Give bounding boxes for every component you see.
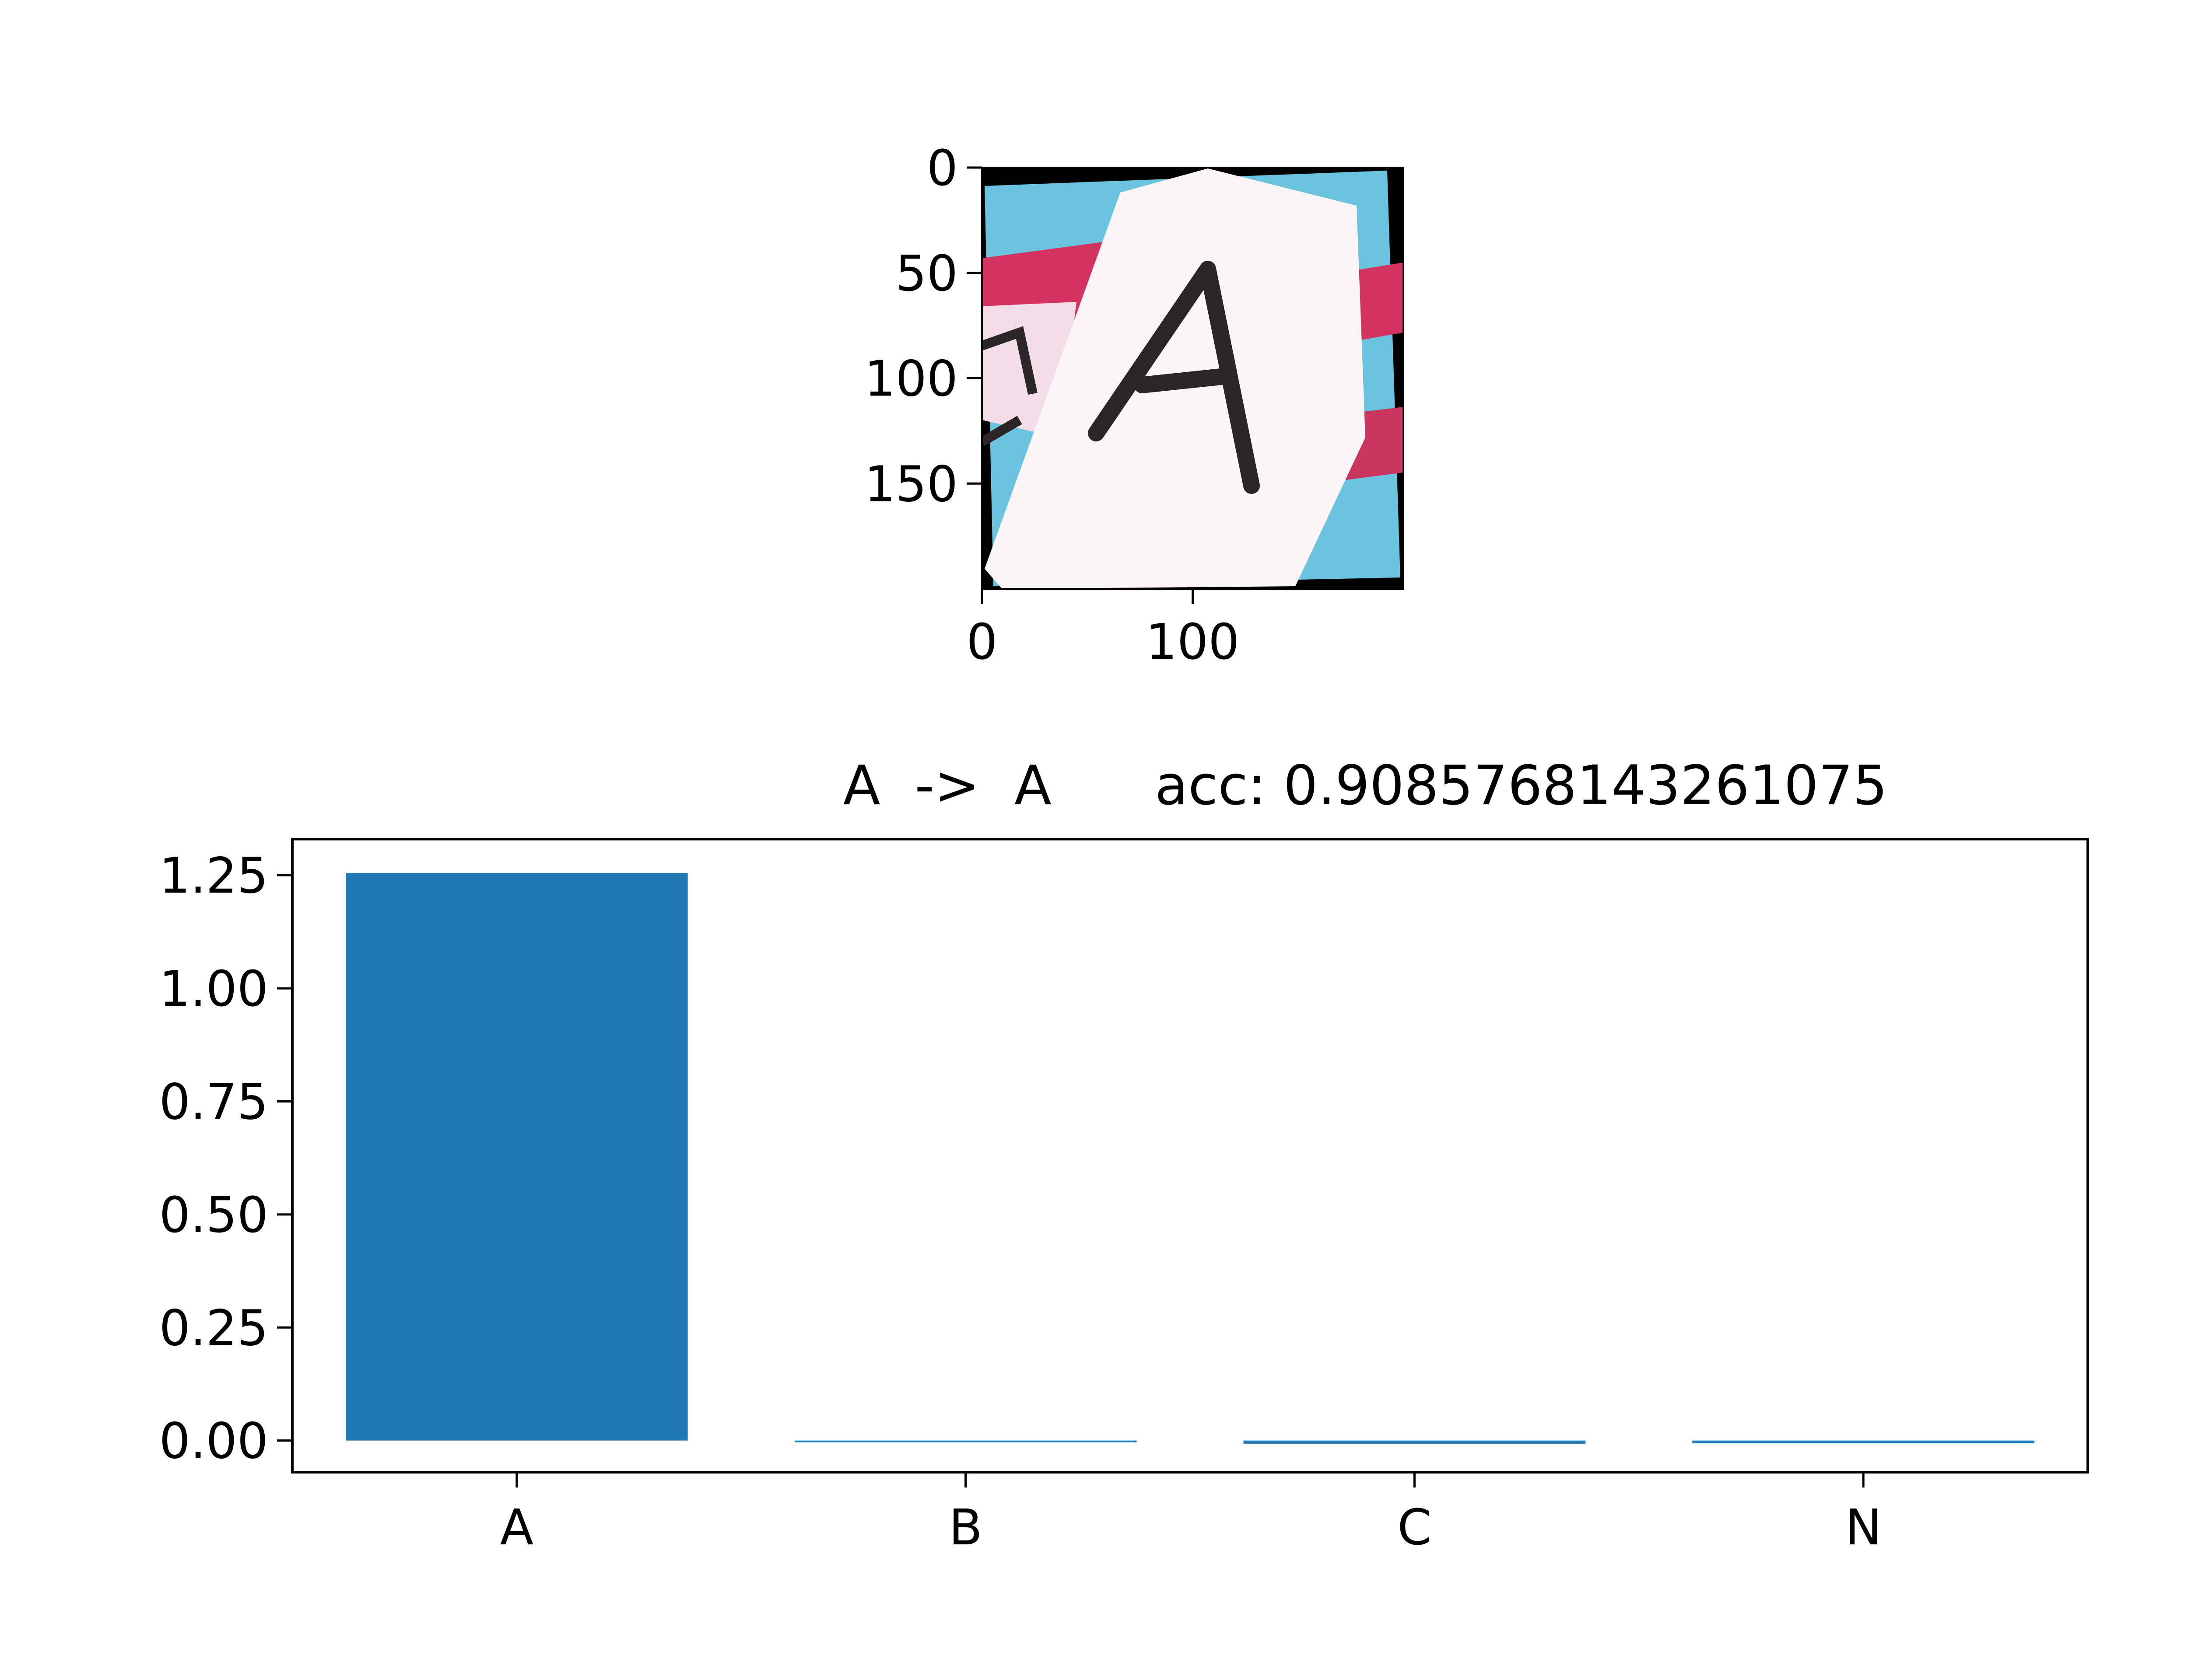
bar-chart-frame (291, 838, 2089, 1474)
y-tick-label: 0.75 (159, 1074, 268, 1130)
image-letter-a (1088, 261, 1260, 494)
image-x-tick-label: 0 (966, 614, 997, 671)
image-y-tick-label: 50 (895, 245, 958, 302)
bar-chart-title: A -> A acc: 0.9085768143261075 (843, 754, 1888, 817)
bar-axes: A B C N 0.00 0.25 0.50 0.75 1.00 1.25 (159, 848, 1882, 1556)
image-panel: 0 100 0 50 100 150 (864, 140, 1404, 671)
image-axes: 0 100 0 50 100 150 (864, 140, 1239, 671)
y-tick-label: 0.25 (159, 1300, 268, 1357)
bar-C (1243, 1440, 1586, 1444)
image-x-tick-label: 100 (1146, 614, 1240, 671)
y-tick-label: 0.50 (159, 1187, 268, 1244)
y-tick-label: 1.00 (159, 961, 268, 1018)
x-tick-label: A (500, 1499, 534, 1556)
image-thumbnail (982, 168, 1403, 589)
x-tick-label: B (949, 1499, 982, 1556)
image-edge-lines (982, 326, 1038, 446)
x-tick-label: C (1397, 1499, 1431, 1556)
bar-B (794, 1440, 1137, 1442)
image-y-tick-label: 100 (864, 351, 958, 408)
bar-chart: A -> A acc: 0.9085768143261075 A B C N 0.00 0… (159, 754, 2089, 1556)
x-tick-label: N (1845, 1499, 1882, 1556)
bar-A (346, 873, 688, 1441)
image-y-tick-label: 150 (864, 456, 958, 513)
bar-series (346, 873, 2034, 1444)
y-tick-label: 1.25 (159, 848, 268, 905)
bar-N (1692, 1440, 2034, 1443)
y-tick-label: 0.00 (159, 1413, 268, 1470)
image-y-tick-label: 0 (927, 140, 958, 197)
